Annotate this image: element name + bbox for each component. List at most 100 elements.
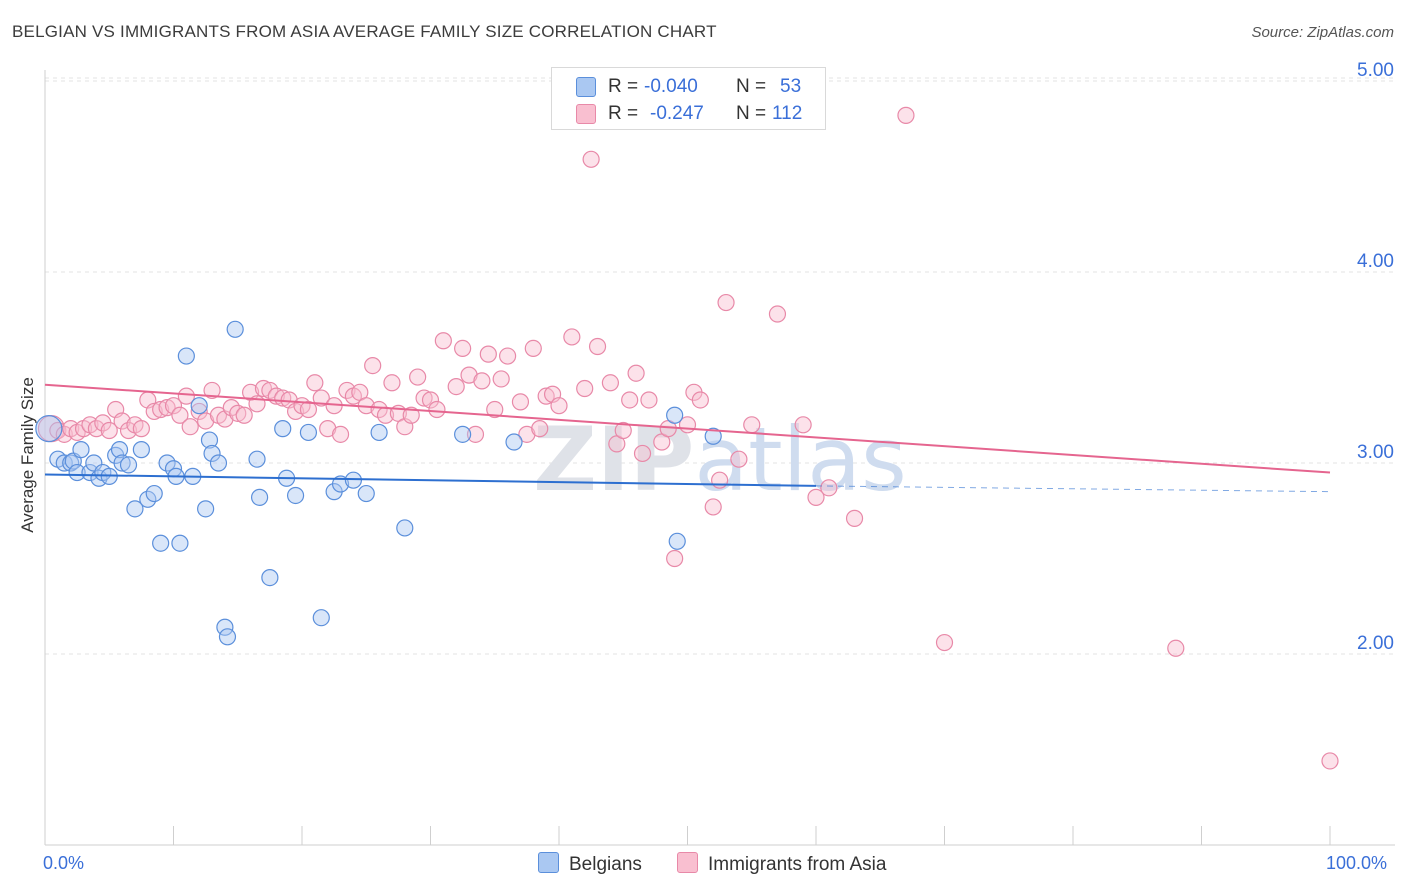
pink-point <box>152 400 170 419</box>
y-tick-label: 3.00 <box>1357 442 1394 463</box>
pink-point <box>113 412 131 430</box>
blue-point <box>331 475 350 493</box>
pink-point <box>582 150 600 168</box>
pink-point <box>370 400 388 419</box>
pink-point <box>711 471 729 489</box>
pink-point <box>614 421 632 440</box>
legend-series-name: Belgians <box>569 854 642 875</box>
pink-point <box>383 374 401 392</box>
pink-point <box>261 381 279 400</box>
blue-point <box>312 609 330 627</box>
pink-point <box>466 425 485 443</box>
blue-point <box>261 568 279 587</box>
pink-point <box>621 391 639 409</box>
blue-point <box>119 456 138 474</box>
blue-point <box>126 500 144 518</box>
legend-swatch-pink <box>677 852 698 873</box>
blue-point <box>209 454 228 472</box>
x-min-label: 0.0% <box>43 853 85 873</box>
pink-point <box>820 479 838 497</box>
pink-point <box>845 509 864 527</box>
pink-point <box>563 328 581 346</box>
blue-point <box>68 463 86 482</box>
pink-point <box>576 379 594 398</box>
pink-point <box>190 402 208 421</box>
legend-r-value: -0.040 <box>644 76 698 97</box>
pink-point <box>454 339 472 357</box>
legend-n-value: 53 <box>780 76 802 97</box>
blue-point <box>454 425 472 443</box>
pink-point <box>473 372 491 390</box>
pink-point <box>87 420 106 438</box>
blue-point <box>113 454 131 472</box>
blue-point <box>274 420 292 438</box>
blue-point <box>190 397 208 415</box>
legend-r-label: R = <box>608 76 639 97</box>
blue-point <box>203 444 221 463</box>
legend-swatch-blue <box>538 852 559 873</box>
blue-point <box>704 427 722 445</box>
pink-point <box>181 418 199 436</box>
asia-trendline <box>44 383 1331 474</box>
pink-point <box>666 549 684 568</box>
y-tick-label: 2.00 <box>1357 633 1394 654</box>
pink-point <box>531 420 549 438</box>
source-note: Source: ZipAtlas.com <box>1251 24 1394 41</box>
pink-point <box>633 444 652 463</box>
pink-point <box>935 633 954 652</box>
blue-point <box>344 471 362 489</box>
watermark: ZIPatlas <box>533 408 907 511</box>
pink-point <box>550 397 568 415</box>
pink-point <box>299 400 318 419</box>
legend-n-value: 112 <box>772 103 803 124</box>
blue-point <box>62 454 80 472</box>
pink-point <box>717 293 735 312</box>
bottom-legend-belgians: Belgians <box>538 852 642 876</box>
blue-point <box>668 532 686 550</box>
pink-point <box>428 400 446 419</box>
pink-point <box>415 389 433 407</box>
pink-point <box>794 416 812 434</box>
blue-point <box>132 441 150 459</box>
pink-point <box>331 425 350 443</box>
pink-point <box>1167 639 1185 657</box>
pink-point <box>312 389 330 407</box>
pink-point <box>171 406 189 424</box>
pink-point <box>177 387 195 405</box>
pink-point <box>222 399 240 417</box>
pink-point <box>486 400 504 419</box>
pink-point <box>402 406 420 424</box>
pink-point <box>492 370 510 388</box>
blue-point <box>218 628 237 646</box>
pink-point <box>364 356 382 375</box>
pink-point <box>447 378 465 396</box>
blue-point <box>145 484 163 503</box>
pink-point <box>203 381 221 400</box>
stats-legend: R = -0.040 N = 53 R = -0.247 N = 112 <box>551 67 826 130</box>
blue-point <box>152 534 170 552</box>
blue-point <box>286 486 305 505</box>
pink-point <box>55 425 73 443</box>
pink-point <box>132 420 150 438</box>
blue-point <box>505 433 523 451</box>
y-tick-label: 4.00 <box>1357 251 1394 272</box>
blue-point <box>72 441 90 459</box>
blue-point <box>197 500 215 518</box>
blue-point <box>35 415 63 443</box>
pink-point <box>100 421 118 440</box>
pink-point <box>229 404 247 422</box>
y-axis-label: Average Family Size <box>18 377 37 533</box>
pink-point <box>768 305 787 323</box>
pink-point <box>119 421 138 440</box>
pink-point <box>434 332 452 350</box>
blue-point <box>158 454 176 472</box>
x-max-label: 100.0% <box>1326 853 1388 873</box>
pink-point <box>158 399 176 417</box>
blue-point <box>110 441 129 459</box>
pink-point <box>499 347 517 365</box>
blue-point <box>396 519 414 537</box>
pink-point <box>897 106 915 124</box>
blue-point <box>200 431 219 449</box>
bottom-legend-asia: Immigrants from Asia <box>677 852 886 876</box>
pink-point <box>306 374 324 392</box>
